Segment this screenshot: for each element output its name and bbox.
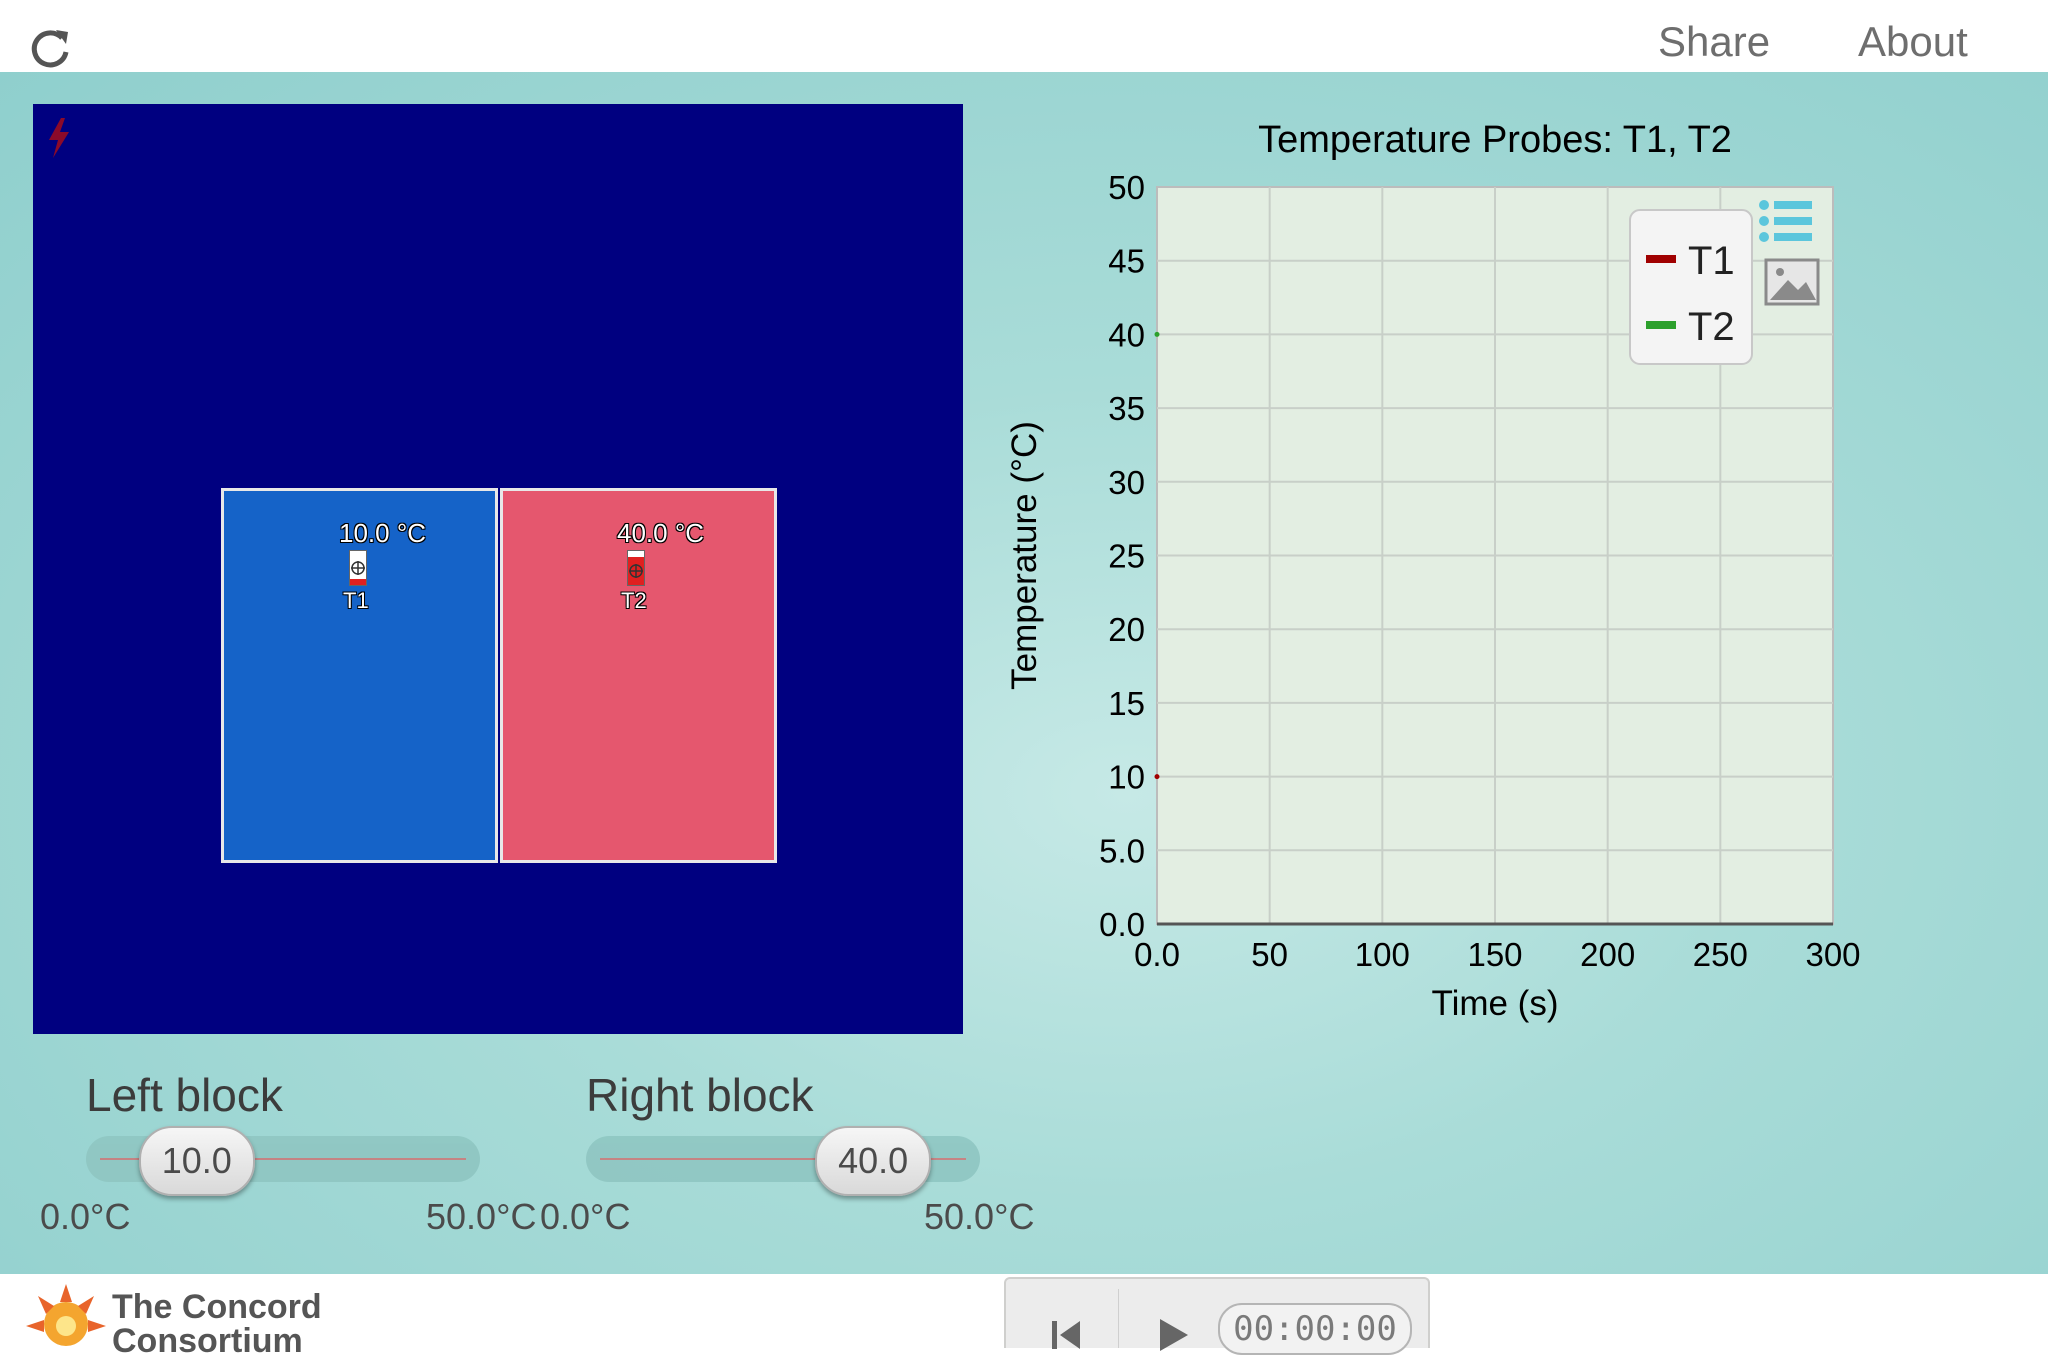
right-block-min-label: 0.0°C: [540, 1196, 631, 1237]
legend-swatch-t1: [1646, 255, 1676, 263]
y-tick-label: 25: [1108, 538, 1145, 575]
lightning-icon: [49, 118, 69, 158]
legend-label-t1: T1: [1688, 239, 1735, 283]
share-link[interactable]: Share: [1658, 18, 1771, 65]
time-display: 00:00:00: [1218, 1303, 1412, 1355]
x-tick-label: 200: [1580, 936, 1635, 973]
y-tick-label: 50: [1108, 169, 1145, 206]
play-button[interactable]: [1120, 1289, 1216, 1351]
left-block-slider-thumb[interactable]: 10.0: [138, 1126, 255, 1196]
left-block-temperature: 10.0 °C: [339, 518, 427, 548]
x-axis-label: Time (s): [1431, 984, 1558, 1023]
concord-logo-icon: [26, 1284, 106, 1346]
series-point-t2: [1154, 331, 1160, 337]
right-block-slider-thumb[interactable]: 40.0: [815, 1126, 932, 1196]
x-tick-label: 250: [1693, 936, 1748, 973]
x-tick-label: 300: [1805, 936, 1860, 973]
simulation-view[interactable]: 10.0 °C T1 40.0 °C T2: [33, 104, 963, 1034]
top-bar: Share About: [0, 0, 2048, 73]
x-tick-label: 50: [1251, 936, 1288, 973]
right-block-max-label: 50.0°C: [924, 1196, 1035, 1237]
concord-logo-line2: Consortium: [112, 1322, 303, 1360]
probe-t2-icon: [628, 551, 644, 578]
chart-title: Temperature Probes: T1, T2: [1258, 119, 1732, 161]
reset-icon: [1052, 1321, 1080, 1349]
left-block-slider-title: Left block: [86, 1069, 283, 1121]
concord-logo-line1: The Concord: [112, 1288, 322, 1326]
right-block-temperature: 40.0 °C: [617, 518, 705, 548]
left-block-min-label: 0.0°C: [40, 1196, 131, 1237]
reset-button[interactable]: [1014, 1289, 1119, 1349]
probe-t1-icon: [350, 561, 366, 585]
y-tick-label: 35: [1108, 390, 1145, 427]
y-tick-label: 15: [1108, 685, 1145, 722]
right-block-slider-title: Right block: [586, 1069, 814, 1121]
probe-t2[interactable]: [627, 550, 645, 586]
play-icon: [1160, 1319, 1188, 1351]
legend-label-t2: T2: [1688, 305, 1735, 349]
reload-icon[interactable]: [28, 26, 72, 70]
probe-t2-label: T2: [621, 588, 647, 613]
y-tick-label: 5.0: [1099, 832, 1145, 869]
y-tick-label: 45: [1108, 243, 1145, 280]
image-export-icon[interactable]: [1764, 258, 1820, 306]
series-point-t1: [1154, 774, 1160, 780]
y-tick-label: 0.0: [1099, 906, 1145, 943]
probe-t1[interactable]: [349, 550, 367, 586]
x-tick-label: 0.0: [1134, 936, 1180, 973]
left-block-max-label: 50.0°C: [426, 1196, 537, 1237]
about-link[interactable]: About: [1858, 18, 1968, 65]
x-tick-label: 100: [1355, 936, 1410, 973]
y-tick-label: 30: [1108, 464, 1145, 501]
y-tick-label: 40: [1108, 316, 1145, 353]
probe-t1-label: T1: [343, 588, 369, 613]
x-tick-label: 150: [1467, 936, 1522, 973]
y-tick-label: 20: [1108, 611, 1145, 648]
y-tick-label: 10: [1108, 759, 1145, 796]
legend-swatch-t2: [1646, 321, 1676, 329]
playback-controls: 00:00:00: [1004, 1277, 1430, 1355]
temperature-chart[interactable]: Temperature Probes: T1, T20.0 50 100 150 200…: [990, 100, 1890, 1040]
y-axis-label: Temperature (°C): [1005, 421, 1044, 690]
legend-toggle-icon[interactable]: [1759, 200, 1812, 242]
